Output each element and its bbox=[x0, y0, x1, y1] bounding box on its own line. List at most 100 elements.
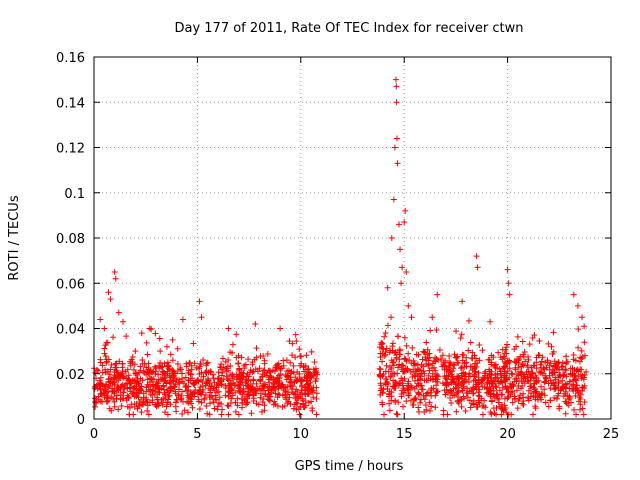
data-point bbox=[496, 387, 503, 394]
data-point bbox=[103, 359, 110, 366]
data-point bbox=[174, 345, 181, 352]
data-point bbox=[291, 379, 298, 386]
data-point bbox=[459, 351, 466, 358]
data-point bbox=[259, 398, 266, 405]
data-point bbox=[406, 392, 413, 399]
data-point bbox=[473, 363, 480, 370]
data-point bbox=[196, 406, 203, 413]
data-point bbox=[506, 291, 513, 298]
data-point bbox=[139, 377, 146, 384]
data-point bbox=[394, 411, 401, 418]
data-point bbox=[138, 409, 145, 416]
data-point bbox=[387, 373, 394, 380]
data-point bbox=[388, 389, 395, 396]
data-point bbox=[396, 361, 403, 368]
data-point bbox=[196, 363, 203, 370]
data-point bbox=[467, 404, 474, 411]
data-point bbox=[154, 396, 161, 403]
data-point bbox=[164, 359, 171, 366]
data-point bbox=[407, 386, 414, 393]
data-point bbox=[123, 333, 130, 340]
data-point bbox=[466, 397, 473, 404]
data-point bbox=[485, 356, 492, 363]
data-point bbox=[550, 348, 557, 355]
data-point bbox=[132, 348, 139, 355]
data-point bbox=[144, 351, 151, 358]
data-point bbox=[153, 364, 160, 371]
data-point bbox=[107, 379, 114, 386]
data-point bbox=[194, 377, 201, 384]
data-point bbox=[179, 370, 186, 377]
data-point bbox=[386, 400, 393, 407]
data-point bbox=[461, 385, 468, 392]
data-point bbox=[492, 364, 499, 371]
data-point bbox=[264, 350, 271, 357]
data-point bbox=[559, 363, 566, 370]
data-point bbox=[547, 385, 554, 392]
data-point bbox=[428, 385, 435, 392]
data-point bbox=[413, 383, 420, 390]
data-point bbox=[119, 368, 126, 375]
data-point bbox=[575, 326, 582, 333]
data-point bbox=[312, 378, 319, 385]
data-point bbox=[97, 398, 104, 405]
x-tick-label: 5 bbox=[193, 427, 201, 442]
data-point bbox=[277, 325, 284, 332]
data-point bbox=[381, 352, 388, 359]
data-point bbox=[563, 398, 570, 405]
data-point bbox=[178, 393, 185, 400]
data-point bbox=[401, 219, 408, 226]
data-point bbox=[386, 407, 393, 414]
data-point bbox=[575, 387, 582, 394]
data-point bbox=[476, 357, 483, 364]
data-point bbox=[105, 356, 112, 363]
data-point bbox=[148, 326, 155, 333]
data-point bbox=[405, 378, 412, 385]
ticks bbox=[93, 56, 612, 420]
data-point bbox=[225, 411, 232, 418]
data-point bbox=[129, 354, 136, 361]
data-point bbox=[550, 362, 557, 369]
data-point bbox=[308, 348, 315, 355]
grid bbox=[94, 57, 611, 419]
data-point bbox=[260, 387, 267, 394]
data-point bbox=[252, 387, 259, 394]
data-point bbox=[433, 382, 440, 389]
data-point bbox=[545, 403, 552, 410]
data-point bbox=[252, 320, 259, 327]
data-point bbox=[455, 359, 462, 366]
data-point bbox=[572, 357, 579, 364]
data-point bbox=[192, 387, 199, 394]
data-point bbox=[454, 398, 461, 405]
data-point bbox=[162, 378, 169, 385]
data-point bbox=[292, 374, 299, 381]
data-point bbox=[379, 358, 386, 365]
data-point bbox=[542, 399, 549, 406]
data-point bbox=[301, 368, 308, 375]
data-point bbox=[298, 360, 305, 367]
data-point bbox=[264, 393, 271, 400]
data-point bbox=[574, 302, 581, 309]
data-point bbox=[158, 399, 165, 406]
data-point bbox=[200, 373, 207, 380]
data-point bbox=[91, 385, 98, 392]
data-point bbox=[124, 403, 131, 410]
data-point bbox=[198, 314, 205, 321]
data-point bbox=[505, 393, 512, 400]
data-point bbox=[139, 357, 146, 364]
data-point bbox=[408, 314, 415, 321]
data-point bbox=[576, 394, 583, 401]
data-point bbox=[134, 375, 141, 382]
data-point bbox=[415, 404, 422, 411]
data-point bbox=[403, 342, 410, 349]
data-point bbox=[571, 366, 578, 373]
data-point bbox=[167, 351, 174, 358]
data-point bbox=[388, 235, 395, 241]
data-point bbox=[161, 360, 168, 367]
data-point bbox=[219, 355, 226, 362]
data-point bbox=[140, 368, 147, 375]
data-point bbox=[236, 366, 243, 373]
data-point bbox=[543, 375, 550, 382]
data-point bbox=[290, 362, 297, 369]
